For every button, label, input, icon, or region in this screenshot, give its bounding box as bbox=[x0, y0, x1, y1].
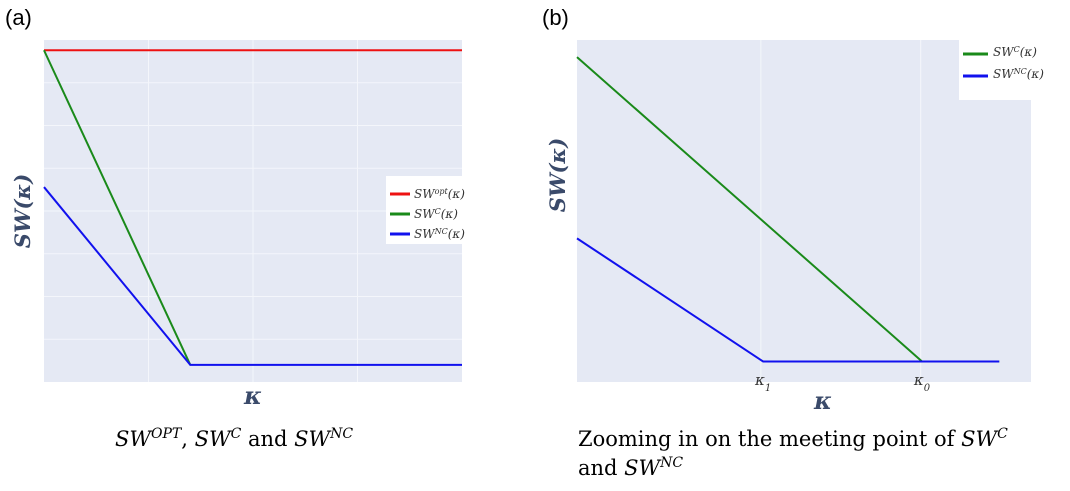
legend-a: SWopt(κ) SWC(κ) SWNC(κ) bbox=[386, 176, 500, 244]
x-tick-label: κ1 bbox=[754, 371, 771, 394]
caption-b-line1: Zooming in on the meeting point of SWC bbox=[578, 426, 1008, 451]
gridlines-b bbox=[760, 40, 922, 382]
caption-a: SWOPT, SWC and SWNC bbox=[115, 426, 353, 451]
series-lines-b bbox=[576, 56, 1000, 363]
series-line-nc bbox=[43, 186, 462, 366]
legend-b: SWC(κ) SWNC(κ) bbox=[959, 40, 1063, 100]
legend-label: SWNC(κ) bbox=[993, 67, 1044, 82]
caption-b-line2: and SWNC bbox=[578, 455, 683, 480]
series-lines-a bbox=[43, 49, 462, 366]
plot-area-b bbox=[577, 40, 1031, 382]
x-axis-label-b: κ bbox=[813, 386, 832, 415]
panel-a-label: (a) bbox=[5, 5, 32, 30]
panel-b-label: (b) bbox=[542, 5, 569, 30]
legend-label: SWC(κ) bbox=[414, 207, 458, 222]
y-axis-label-a: SW(κ) bbox=[10, 174, 35, 248]
legend-box-b bbox=[959, 40, 1063, 100]
chart-a: SW(κ) κ SWopt(κ) SWC(κ) SWNC(κ) bbox=[10, 40, 500, 410]
series-line-nc bbox=[576, 237, 1000, 363]
series-line-c bbox=[43, 49, 192, 366]
x-axis-label-a: κ bbox=[243, 381, 262, 410]
x-ticks-b: κ1 κ0 bbox=[754, 371, 931, 394]
chart-b: SW(κ) κ κ1 κ0 SWC(κ) SWNC(κ) bbox=[545, 40, 1063, 415]
y-axis-label-b: SW(κ) bbox=[545, 138, 570, 212]
x-tick-label: κ0 bbox=[913, 371, 931, 394]
legend-label: SWC(κ) bbox=[993, 45, 1037, 60]
legend-label: SWNC(κ) bbox=[414, 227, 465, 242]
legend-label: SWopt(κ) bbox=[414, 187, 465, 202]
